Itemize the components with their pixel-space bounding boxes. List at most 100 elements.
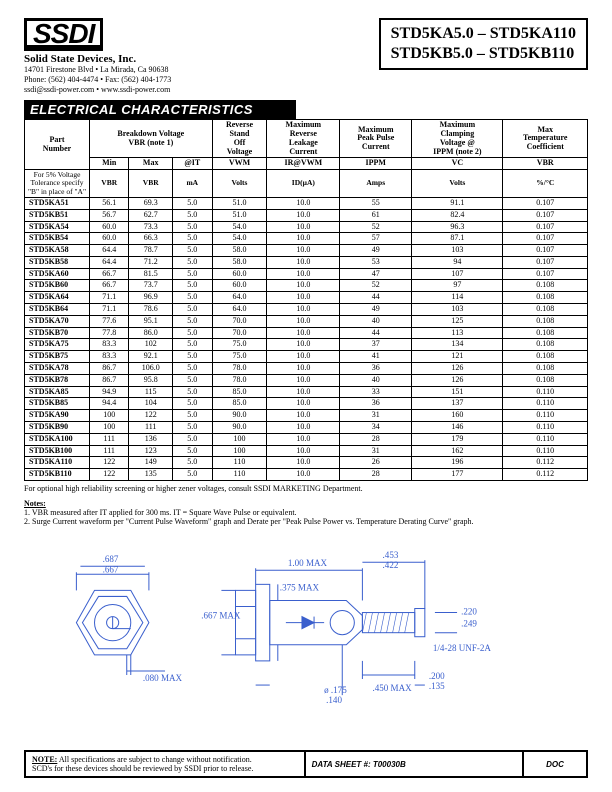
dim-667: .667: [103, 564, 119, 574]
data-cell: 52: [340, 221, 412, 233]
data-cell: 0.108: [503, 292, 588, 304]
data-cell: 10.0: [267, 386, 340, 398]
data-cell: 121: [412, 351, 503, 363]
table-row: STD5KB6066.773.75.060.010.052970.108: [25, 280, 588, 292]
data-cell: 0.110: [503, 398, 588, 410]
data-cell: 10.0: [267, 233, 340, 245]
data-cell: 136: [129, 433, 173, 445]
data-cell: 0.110: [503, 386, 588, 398]
data-cell: 5.0: [172, 339, 212, 351]
data-cell: 71.2: [129, 256, 173, 268]
note-1: 1. VBR measured after IT applied for 300…: [24, 508, 297, 517]
dim-375: .375 MAX: [280, 582, 320, 592]
data-cell: 90.0: [212, 410, 267, 422]
part-cell: STD5KB78: [25, 374, 90, 386]
data-cell: 78.0: [212, 363, 267, 375]
data-cell: 91.1: [412, 197, 503, 209]
data-cell: 0.107: [503, 256, 588, 268]
data-cell: 64.0: [212, 292, 267, 304]
data-cell: 10.0: [267, 268, 340, 280]
data-cell: 122: [90, 469, 129, 481]
data-cell: 60.0: [90, 233, 129, 245]
sub-vc: VC: [412, 158, 503, 170]
data-cell: 0.107: [503, 233, 588, 245]
address-line-3: ssdi@ssdi-power.com • www.ssdi-power.com: [24, 85, 171, 95]
data-cell: 86.7: [90, 363, 129, 375]
data-cell: 5.0: [172, 363, 212, 375]
data-cell: 126: [412, 374, 503, 386]
data-cell: 60.0: [212, 280, 267, 292]
table-row: STD5KB1101221355.011010.0281770.112: [25, 469, 588, 481]
data-cell: 0.108: [503, 351, 588, 363]
sub-max: Max: [129, 158, 173, 170]
table-row: STD5KA5460.073.35.054.010.05296.30.107: [25, 221, 588, 233]
data-cell: 10.0: [267, 422, 340, 434]
data-cell: 94: [412, 256, 503, 268]
table-row: STD5KB5460.066.35.054.010.05787.10.107: [25, 233, 588, 245]
data-cell: 54.0: [212, 221, 267, 233]
company-block: SSDI Solid State Devices, Inc. 14701 Fir…: [24, 18, 171, 94]
data-cell: 71.1: [90, 304, 129, 316]
data-cell: 55: [340, 197, 412, 209]
data-cell: 0.112: [503, 457, 588, 469]
data-cell: 95.1: [129, 315, 173, 327]
spec-table: Part Number Breakdown Voltage VBR (note …: [24, 119, 588, 481]
data-cell: 97: [412, 280, 503, 292]
data-cell: 62.7: [129, 209, 173, 221]
data-cell: 92.1: [129, 351, 173, 363]
sub-min: Min: [90, 158, 129, 170]
data-cell: 0.108: [503, 374, 588, 386]
data-cell: 177: [412, 469, 503, 481]
dim-100: 1.00 MAX: [288, 558, 328, 568]
data-cell: 110: [212, 469, 267, 481]
part-cell: STD5KA100: [25, 433, 90, 445]
data-cell: 5.0: [172, 374, 212, 386]
data-cell: 69.3: [129, 197, 173, 209]
data-cell: 10.0: [267, 457, 340, 469]
data-cell: 151: [412, 386, 503, 398]
data-cell: 95.8: [129, 374, 173, 386]
data-cell: 0.108: [503, 280, 588, 292]
data-cell: 0.108: [503, 327, 588, 339]
data-cell: 162: [412, 445, 503, 457]
data-cell: 113: [412, 327, 503, 339]
data-cell: 41: [340, 351, 412, 363]
part-number-box: STD5KA5.0 – STD5KA110 STD5KB5.0 – STD5KB…: [379, 18, 588, 70]
part-cell: STD5KB51: [25, 209, 90, 221]
data-cell: 36: [340, 398, 412, 410]
data-cell: 122: [129, 410, 173, 422]
data-cell: 0.110: [503, 445, 588, 457]
data-cell: 100: [90, 422, 129, 434]
data-cell: 94.9: [90, 386, 129, 398]
data-cell: 75.0: [212, 339, 267, 351]
table-row: STD5KA7886.7106.05.078.010.0361260.108: [25, 363, 588, 375]
data-cell: 83.3: [90, 351, 129, 363]
unit-vbr-min: VBR: [90, 170, 129, 198]
note-2: 2. Surge Current waveform per "Current P…: [24, 517, 474, 526]
data-cell: 100: [212, 433, 267, 445]
data-cell: 10.0: [267, 315, 340, 327]
part-cell: STD5KB85: [25, 398, 90, 410]
unit-vbr-max: VBR: [129, 170, 173, 198]
dim-175: ø .175: [324, 685, 347, 695]
footer-note: NOTE: All specifications are subject to …: [26, 752, 306, 776]
part-cell: STD5KA90: [25, 410, 90, 422]
data-cell: 5.0: [172, 433, 212, 445]
data-cell: 196: [412, 457, 503, 469]
data-cell: 58.0: [212, 245, 267, 257]
sub-ippm: IPPM: [340, 158, 412, 170]
table-row: STD5KB901001115.090.010.0341460.110: [25, 422, 588, 434]
table-row: STD5KA6066.781.55.060.010.0471070.107: [25, 268, 588, 280]
data-cell: 126: [412, 363, 503, 375]
data-cell: 5.0: [172, 422, 212, 434]
data-cell: 33: [340, 386, 412, 398]
dim-249: .249: [461, 619, 477, 629]
data-cell: 10.0: [267, 351, 340, 363]
data-cell: 103: [412, 304, 503, 316]
table-row: STD5KA7077.695.15.070.010.0401250.108: [25, 315, 588, 327]
sub-it: @IT: [172, 158, 212, 170]
table-row: STD5KB5864.471.25.058.010.053940.107: [25, 256, 588, 268]
data-cell: 10.0: [267, 304, 340, 316]
part-cell: STD5KA75: [25, 339, 90, 351]
data-cell: 5.0: [172, 457, 212, 469]
